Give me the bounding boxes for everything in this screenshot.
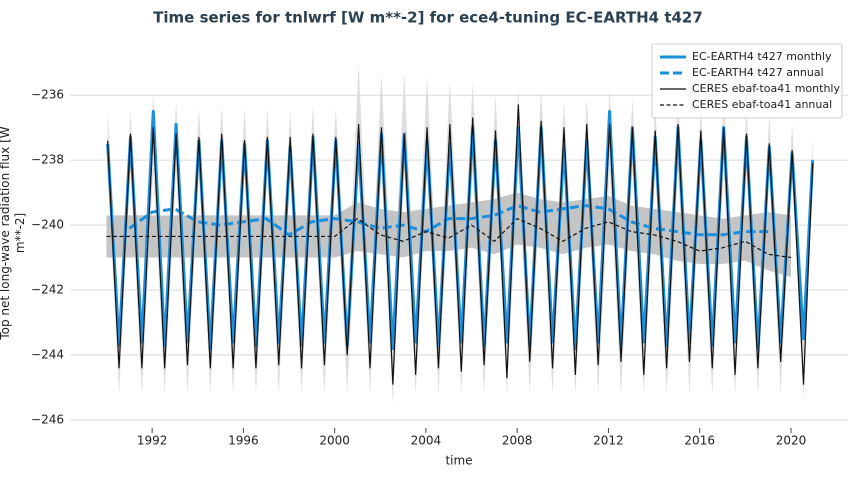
series-line xyxy=(106,217,792,259)
legend-label: EC-EARTH4 t427 monthly xyxy=(692,50,832,63)
x-tick-label: 2016 xyxy=(684,434,715,448)
chart-title: Time series for tnlwrf [W m**-2] for ece… xyxy=(153,9,703,27)
x-tick-label: 2020 xyxy=(776,434,807,448)
spread-band xyxy=(106,192,791,278)
y-tick-label: −240 xyxy=(31,218,64,232)
y-axis-title: Top net long-wave radiation flux [W m**-… xyxy=(0,126,27,340)
legend: EC-EARTH4 t427 monthly EC-EARTH4 t427 ann… xyxy=(651,43,843,119)
legend-box xyxy=(651,43,843,119)
y-tick-label: −244 xyxy=(31,347,64,361)
x-tick-label: 2012 xyxy=(593,434,624,448)
x-tick-label: 1992 xyxy=(137,434,168,448)
legend-label: CERES ebaf-toa41 monthly xyxy=(692,82,840,95)
x-tick-label: 1996 xyxy=(228,434,259,448)
y-tick-label: −238 xyxy=(31,153,64,167)
y-tick-label: −242 xyxy=(31,283,64,297)
legend-label: EC-EARTH4 t427 annual xyxy=(692,66,824,79)
y-tick-label: −236 xyxy=(31,88,64,102)
legend-label: CERES ebaf-toa41 annual xyxy=(692,98,832,111)
x-tick-label: 2008 xyxy=(502,434,533,448)
x-tick-label: 2004 xyxy=(411,434,442,448)
series-line xyxy=(107,104,814,385)
series-line xyxy=(128,204,769,237)
y-tick-label: −246 xyxy=(31,412,64,426)
x-axis-title: time xyxy=(445,454,472,468)
x-tick-label: 2000 xyxy=(319,434,350,448)
